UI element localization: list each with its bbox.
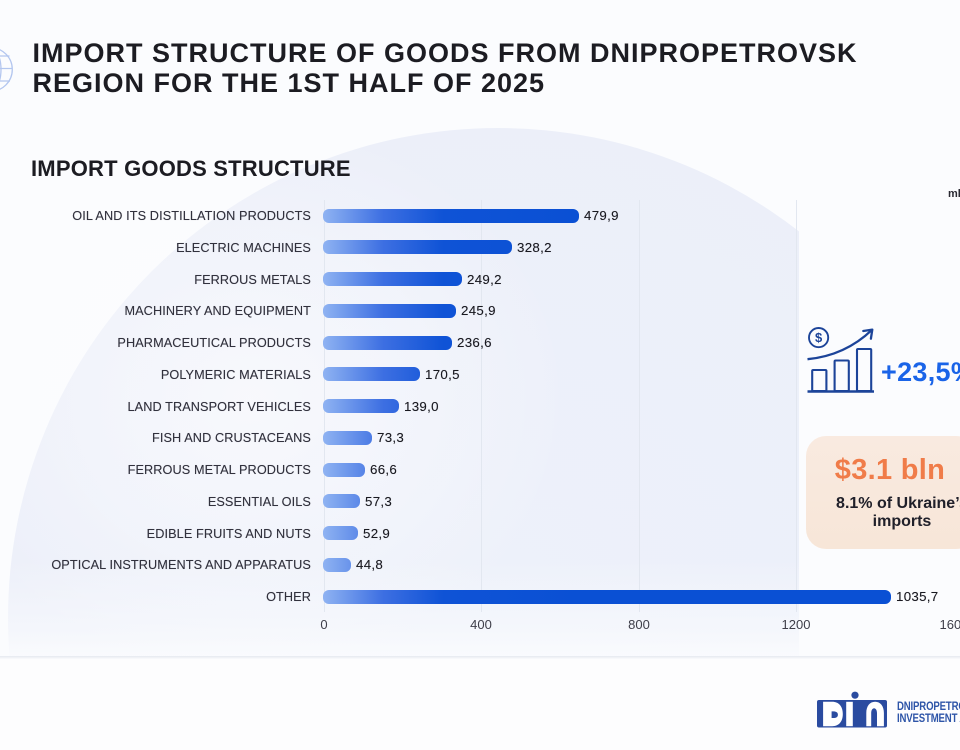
svg-text:$: $ <box>815 330 823 345</box>
